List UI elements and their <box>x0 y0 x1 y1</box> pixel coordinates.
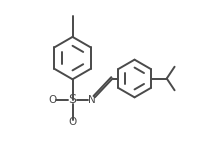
Text: N: N <box>87 95 95 105</box>
Text: O: O <box>68 117 77 127</box>
Text: O: O <box>49 95 57 105</box>
Text: S: S <box>69 93 77 106</box>
